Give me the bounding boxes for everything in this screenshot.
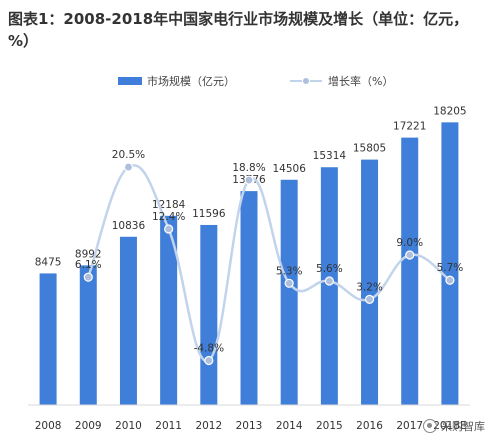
bar-value-label-2016: 15805 <box>353 143 386 155</box>
x-tick-label-2011: 2011 <box>155 420 182 432</box>
growth-marker-2014 <box>284 278 294 288</box>
x-tick-label-2012: 2012 <box>195 420 222 432</box>
bar-2012 <box>200 224 218 405</box>
bar-value-label-2017: 17221 <box>393 121 426 133</box>
bar-value-label-2012: 11596 <box>192 208 226 220</box>
bar-value-label-2014: 14506 <box>272 163 306 175</box>
growth-label-2013: 18.8% <box>232 162 265 174</box>
growth-marker-2011 <box>164 224 174 234</box>
growth-label-2012: -4.8% <box>194 343 224 355</box>
bar-value-label-2008: 8475 <box>35 256 62 268</box>
bar-2017 <box>401 137 419 405</box>
x-tick-label-2017: 2017 <box>396 420 423 432</box>
growth-label-2017: 9.0% <box>396 237 423 249</box>
growth-marker-2018E <box>445 275 455 285</box>
legend-label-line: 增长率（%） <box>328 74 393 88</box>
bar-2016 <box>361 159 379 405</box>
x-tick-label-2014: 2014 <box>276 420 303 432</box>
bar-value-label-2015: 15314 <box>313 150 347 162</box>
bar-2013 <box>240 191 258 405</box>
bar-value-label-2010: 10836 <box>112 220 146 232</box>
x-tick-label-2009: 2009 <box>75 420 102 432</box>
x-tick-label-2013: 2013 <box>236 420 263 432</box>
bar-2011 <box>160 215 178 405</box>
growth-rate-line <box>87 164 451 363</box>
watermark: 采购智库 <box>423 418 485 434</box>
growth-label-2010: 20.5% <box>112 149 145 161</box>
growth-label-2016: 3.2% <box>356 281 383 293</box>
bar-2018E <box>441 122 459 406</box>
bar-2008 <box>39 273 57 405</box>
growth-label-2015: 5.6% <box>316 263 343 275</box>
growth-marker-2012 <box>204 355 214 366</box>
x-tick-label-2015: 2015 <box>316 420 343 432</box>
chart-title: 图表1：2008-2018年中国家电行业市场规模及增长（单位：亿元，%） <box>8 10 469 50</box>
x-tick-label-2008: 2008 <box>35 420 62 432</box>
legend-swatch-bar <box>118 77 142 85</box>
legend-label-bar: 市场规模（亿元） <box>147 74 235 88</box>
bar-2009 <box>79 265 97 405</box>
growth-label-2009: 6.1% <box>75 259 102 271</box>
growth-marker-2013 <box>244 175 254 185</box>
growth-marker-2010 <box>123 162 134 172</box>
x-tick-label-2010: 2010 <box>115 420 142 432</box>
wechat-icon <box>423 419 437 433</box>
x-tick-label-2016: 2016 <box>356 420 383 432</box>
growth-marker-2009 <box>83 272 93 282</box>
bar-2010 <box>119 236 137 405</box>
growth-marker-2015 <box>324 276 334 286</box>
growth-label-2018E: 5.7% <box>437 262 464 274</box>
growth-label-2011: 12.4% <box>152 211 185 223</box>
growth-marker-2017 <box>405 250 415 260</box>
bar-2015 <box>320 167 338 405</box>
x-tick-label-2018E: 2018E <box>433 420 466 432</box>
growth-marker-2016 <box>364 294 375 304</box>
growth-label-2014: 5.3% <box>276 265 303 277</box>
bar-value-label-2018E: 18205 <box>433 105 466 117</box>
watermark-text: 采购智库 <box>441 420 485 433</box>
bar-2014 <box>280 179 298 405</box>
legend-marker-line <box>302 77 310 85</box>
